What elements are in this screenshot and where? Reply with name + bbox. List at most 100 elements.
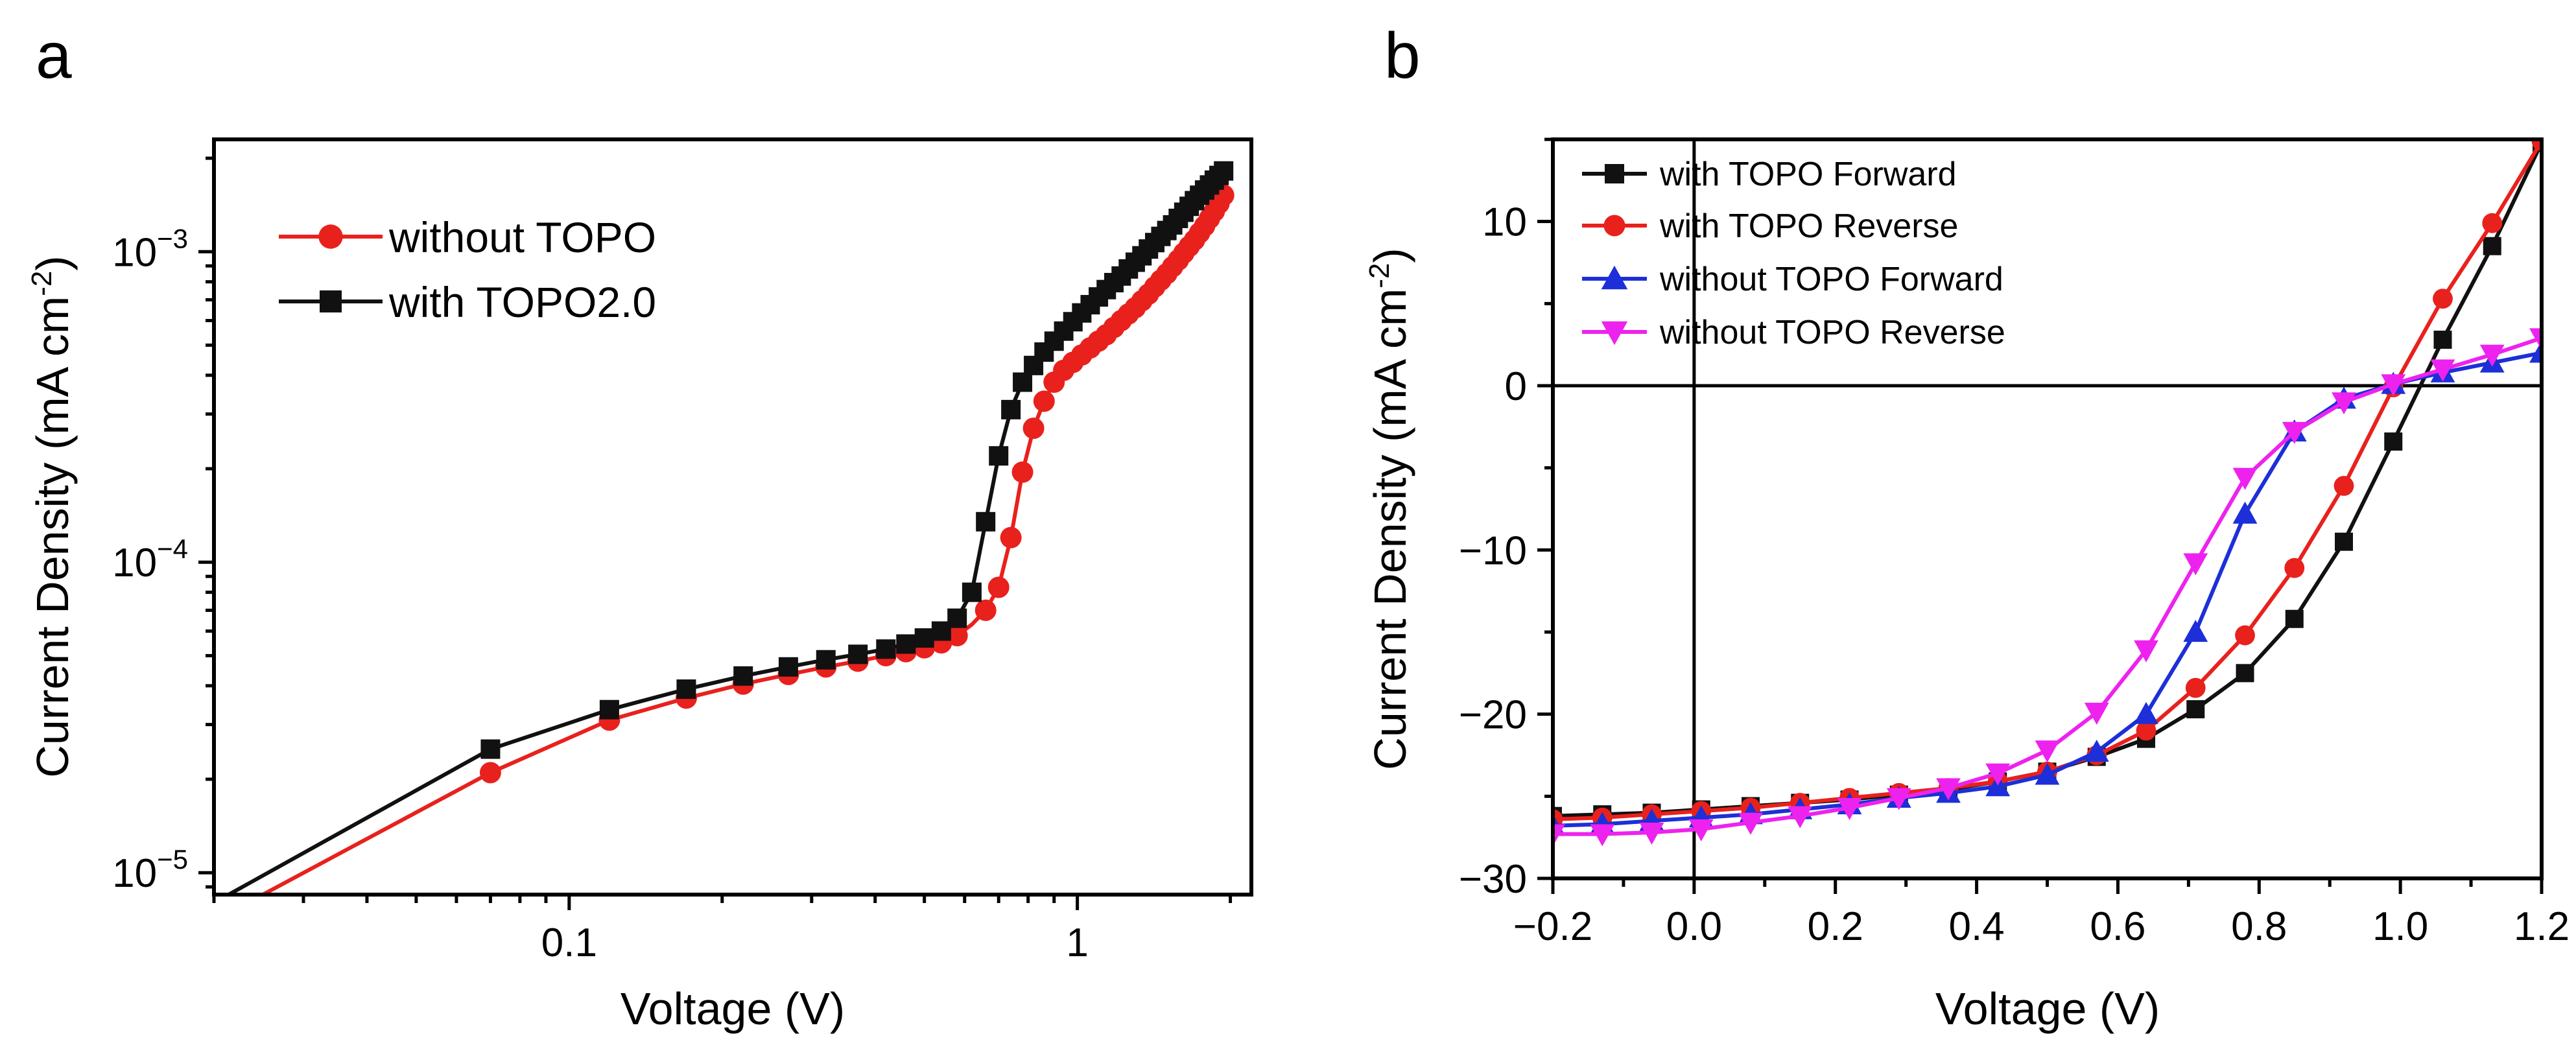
panel-b-chart: −0.2 0.0 0.2 0.4 0.6 0.8 1.0 1.2 −30 −20 −10 0 10 wi… bbox=[1364, 137, 2570, 1034]
series-with-topo2-0-point bbox=[1001, 399, 1021, 419]
panel-a-ticks: 0.1 1 10−5 10−4 10−3 bbox=[112, 156, 1233, 965]
series-with-topo2-0-point bbox=[676, 679, 696, 699]
x-tick-label: 0.8 bbox=[2231, 904, 2287, 949]
panel-b-legend: with TOPO Forward with TOPO Reverse withou… bbox=[1582, 156, 2005, 351]
series-with-topo-reverse-point bbox=[2284, 558, 2305, 578]
x-tick-label: 1 bbox=[1066, 921, 1088, 965]
series-with-topo2-0-point bbox=[848, 644, 868, 664]
y-tick-label: −20 bbox=[1459, 693, 1527, 738]
series-without-topo-point bbox=[1033, 390, 1055, 412]
series-without-topo-reverse-point bbox=[1936, 778, 1961, 801]
panel-b-y-axis-title: Current Density (mA cm-2) bbox=[1364, 248, 1415, 769]
series-without-topo-point bbox=[987, 576, 1010, 598]
series-with-topo2-0-point bbox=[816, 650, 836, 670]
series-with-topo-forward-point bbox=[2186, 700, 2205, 719]
series-without-topo-forward-point bbox=[2084, 740, 2109, 762]
x-tick-label: 1.0 bbox=[2372, 904, 2428, 949]
x-tick-label: 0.4 bbox=[1948, 904, 2004, 949]
legend-with-topo2-0-marker bbox=[320, 290, 342, 312]
series-without-topo-reverse-point bbox=[1688, 819, 1714, 841]
series-with-topo-forward-point bbox=[2483, 237, 2501, 255]
series-with-topo2-0-point bbox=[947, 608, 967, 628]
x-tick-label: 0.2 bbox=[1808, 904, 1863, 949]
series-without-topo-point bbox=[1011, 461, 1034, 483]
legend-without-topo-forward-marker bbox=[1601, 265, 1628, 290]
legend-with-topo-forward-marker bbox=[1605, 164, 1624, 183]
x-tick-label: 0.0 bbox=[1666, 904, 1722, 949]
legend-without-topo-reverse-marker bbox=[1601, 321, 1628, 346]
series-without-topo-reverse-point bbox=[1985, 763, 2011, 786]
series-without-topo-reverse-point bbox=[2035, 740, 2060, 763]
series-without-topo-reverse-point bbox=[2479, 344, 2505, 367]
series-without-topo-point bbox=[1000, 526, 1022, 548]
panel-a-x-axis-title: Voltage (V) bbox=[620, 983, 845, 1034]
panel-a-axes-frame bbox=[212, 137, 1253, 897]
series-without-topo-forward-point bbox=[2134, 701, 2158, 724]
legend-with-topo-reverse-label: with TOPO Reverse bbox=[1659, 207, 1958, 245]
series-with-topo2-0-point bbox=[480, 739, 501, 759]
legend-with-topo-forward-label: with TOPO Forward bbox=[1659, 156, 1957, 193]
y-tick-label: 10−5 bbox=[112, 844, 188, 896]
series-with-topo2-0-point bbox=[876, 639, 896, 659]
series-with-topo-reverse-point bbox=[2185, 677, 2206, 698]
series-with-topo-reverse-point bbox=[2334, 476, 2354, 496]
y-tick-label: 10−4 bbox=[112, 534, 188, 585]
x-tick-label: 1.2 bbox=[2514, 904, 2570, 949]
series-without-topo-reverse-point bbox=[2430, 359, 2455, 382]
legend-with-topo-reverse-marker bbox=[1603, 215, 1625, 237]
panel-a-chart: 0.1 1 10−5 10−4 10−3 without TOPO with TOPO2.… bbox=[26, 137, 1253, 1034]
series-without-topo-reverse-point bbox=[1738, 812, 1763, 835]
series-without-topo-reverse-point bbox=[1639, 822, 1664, 845]
y-tick-label: 10−3 bbox=[112, 223, 188, 275]
series-with-topo2-0-point bbox=[1013, 372, 1033, 392]
panel-a-plot-area bbox=[214, 161, 1235, 895]
series-with-topo-forward-point bbox=[2433, 331, 2452, 349]
series-with-topo-reverse-point bbox=[2531, 139, 2542, 151]
series-without-topo-reverse-point bbox=[1837, 797, 1862, 820]
panel-b-label: b bbox=[1384, 19, 1421, 92]
series-with-topo2-0-point bbox=[778, 657, 798, 677]
series-without-topo-point bbox=[975, 599, 997, 621]
legend-without-topo-reverse-label: without TOPO Reverse bbox=[1659, 314, 2005, 351]
series-without-topo-forward-point bbox=[2035, 762, 2060, 785]
series-with-topo2-0-line bbox=[224, 169, 1225, 895]
series-with-topo2-0-point bbox=[896, 634, 916, 654]
series-with-topo2-0-point bbox=[1214, 161, 1234, 181]
series-with-topo-forward-point bbox=[2236, 664, 2254, 683]
series-with-topo2-0-point bbox=[962, 582, 982, 602]
y-tick-label: 10 bbox=[1482, 200, 1527, 245]
series-with-topo2-0-point bbox=[989, 446, 1009, 466]
series-without-topo-point bbox=[946, 625, 968, 647]
series-without-topo-reverse-point bbox=[1886, 788, 1911, 810]
y-tick-label: 0 bbox=[1505, 364, 1527, 409]
panel-a-y-axis-title: Current Density (mA cm-2) bbox=[26, 255, 78, 777]
series-without-topo-point bbox=[1022, 417, 1045, 440]
x-tick-label: 0.1 bbox=[541, 921, 597, 965]
series-without-topo-reverse-point bbox=[2084, 703, 2109, 725]
series-without-topo-reverse-point bbox=[1788, 806, 1813, 828]
series-without-topo-forward-point bbox=[2529, 340, 2542, 363]
series-without-topo-reverse-point bbox=[2529, 328, 2542, 351]
legend-without-topo-marker bbox=[318, 224, 343, 249]
series-with-topo2-0-point bbox=[976, 511, 996, 532]
series-with-topo-reverse-point bbox=[2235, 625, 2255, 646]
series-with-topo2-0-point bbox=[599, 699, 619, 720]
series-with-topo-reverse-point bbox=[2433, 288, 2453, 309]
series-without-topo-reverse-point bbox=[2381, 374, 2406, 397]
y-tick-label: −10 bbox=[1459, 528, 1527, 573]
series-without-topo-forward-point bbox=[2232, 501, 2258, 524]
series-with-topo-forward-point bbox=[2335, 532, 2353, 551]
panel-b-series-group bbox=[1553, 139, 2542, 878]
series-without-topo-reverse-point bbox=[2282, 421, 2307, 444]
legend-without-topo-label: without TOPO bbox=[388, 213, 656, 261]
panel-b-ticks: −0.2 0.0 0.2 0.4 0.6 0.8 1.0 1.2 −30 −20 −10 0 10 bbox=[1459, 137, 2570, 949]
panel-a-series-group bbox=[214, 161, 1235, 895]
series-without-topo-reverse-point bbox=[1590, 824, 1615, 847]
series-without-topo-reverse-point bbox=[2232, 467, 2258, 490]
series-with-topo-reverse-point bbox=[2136, 720, 2157, 741]
panel-b-plot-area bbox=[1553, 139, 2542, 878]
series-with-topo2-0-point bbox=[914, 628, 934, 648]
series-with-topo-forward-point bbox=[2384, 432, 2403, 451]
x-tick-label: −0.2 bbox=[1513, 904, 1592, 949]
